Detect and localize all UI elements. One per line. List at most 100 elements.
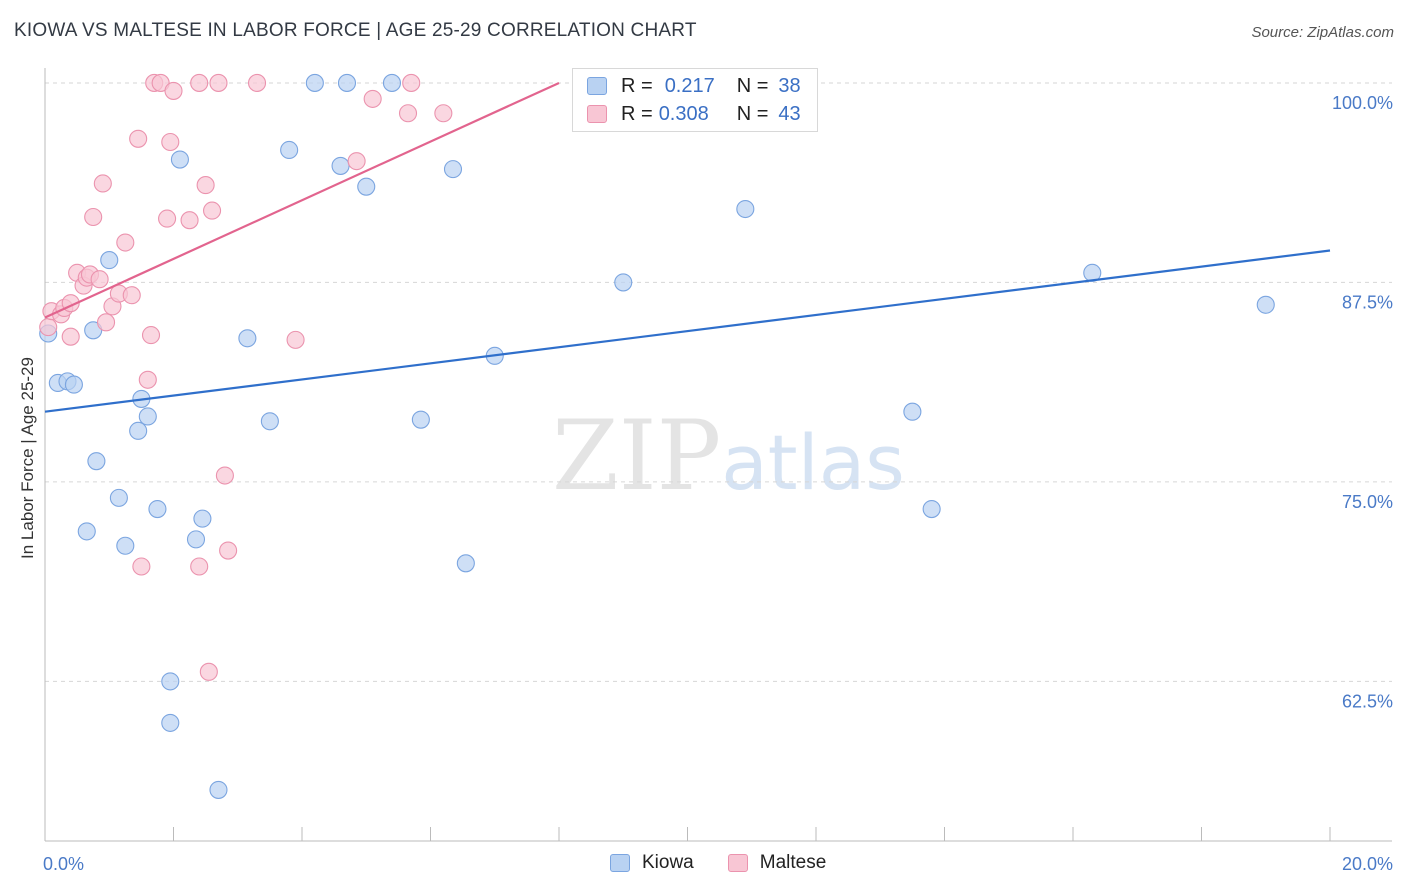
legend-r-value: 0.308 bbox=[658, 102, 709, 125]
kiowa-swatch bbox=[587, 77, 607, 95]
maltese-point bbox=[286, 330, 305, 349]
legend-n-label: N = bbox=[736, 74, 769, 97]
kiowa-point bbox=[382, 73, 402, 92]
kiowa-point bbox=[238, 329, 257, 348]
maltese-trend-line bbox=[44, 81, 560, 319]
kiowa-point bbox=[357, 177, 376, 196]
kiowa-point bbox=[331, 156, 350, 175]
kiowa-point bbox=[337, 73, 357, 92]
maltese-point bbox=[190, 73, 209, 92]
maltese-point bbox=[203, 201, 222, 220]
kiowa-point bbox=[411, 410, 430, 429]
legend-row-maltese: R = 0.308 N = 43 bbox=[587, 101, 801, 127]
x-tick-label: 0.0% bbox=[43, 854, 84, 874]
kiowa-point bbox=[138, 407, 157, 426]
legend-n-label: N = bbox=[736, 102, 769, 125]
kiowa-point bbox=[209, 780, 228, 799]
legend-row-kiowa: R = 0.217 N = 38 bbox=[587, 73, 801, 99]
maltese-legend-swatch bbox=[727, 854, 748, 872]
legend-r-value: 0.217 bbox=[664, 74, 715, 97]
maltese-swatch bbox=[587, 105, 607, 123]
kiowa-legend-label: Kiowa bbox=[642, 852, 694, 873]
kiowa-point bbox=[922, 499, 941, 519]
maltese-point bbox=[122, 286, 141, 305]
kiowa-point bbox=[100, 251, 119, 270]
maltese-point bbox=[164, 81, 183, 100]
legend-n-value: 43 bbox=[778, 102, 801, 125]
y-tick-label: 100.0% bbox=[1332, 93, 1393, 113]
maltese-point bbox=[190, 557, 209, 576]
maltese-point bbox=[84, 207, 103, 227]
y-axis-label: In Labor Force | Age 25-29 bbox=[18, 357, 37, 559]
maltese-point bbox=[199, 662, 218, 681]
trend-lines bbox=[44, 81, 1331, 413]
maltese-point bbox=[96, 313, 116, 332]
maltese-point bbox=[347, 152, 366, 171]
maltese-point bbox=[363, 89, 382, 108]
watermark-atlas: atlas bbox=[721, 418, 905, 507]
maltese-point bbox=[247, 73, 267, 92]
maltese-point bbox=[90, 270, 109, 289]
kiowa-trend-line bbox=[44, 249, 1331, 413]
watermark: ZIPatlas bbox=[552, 400, 905, 512]
maltese-point bbox=[219, 541, 238, 560]
maltese-point bbox=[161, 132, 180, 152]
kiowa-point bbox=[148, 499, 167, 519]
kiowa-point bbox=[443, 160, 463, 179]
maltese-point bbox=[116, 233, 135, 252]
maltese-legend-label: Maltese bbox=[759, 852, 827, 873]
maltese-point bbox=[434, 104, 453, 123]
kiowa-point bbox=[64, 375, 83, 394]
grid-lines bbox=[45, 82, 1392, 682]
watermark-zip: ZIP bbox=[552, 400, 722, 512]
chart-title: KIOWA VS MALTESE IN LABOR FORCE | AGE 25… bbox=[14, 20, 697, 41]
kiowa-point bbox=[161, 713, 180, 732]
legend-n-value: 38 bbox=[778, 74, 801, 97]
legend-r-label: R = bbox=[621, 74, 653, 97]
legend-r-label: R = bbox=[621, 102, 653, 125]
y-tick-label: 75.0% bbox=[1342, 492, 1393, 512]
maltese-point bbox=[61, 327, 80, 346]
kiowa-point bbox=[280, 140, 299, 160]
kiowa-point bbox=[109, 488, 128, 507]
x-tick-label: 20.0% bbox=[1342, 854, 1393, 874]
kiowa-point bbox=[170, 150, 189, 169]
maltese-point bbox=[39, 318, 58, 337]
maltese-point bbox=[196, 176, 215, 195]
maltese-point bbox=[93, 174, 112, 193]
kiowa-point bbox=[161, 672, 180, 691]
maltese-point bbox=[402, 73, 421, 92]
y-tick-label: 62.5% bbox=[1342, 691, 1393, 711]
series-legend: Kiowa Maltese bbox=[610, 852, 826, 874]
maltese-point bbox=[138, 370, 157, 389]
maltese-point bbox=[158, 209, 177, 228]
maltese-point bbox=[215, 466, 234, 485]
kiowa-point bbox=[456, 554, 475, 573]
maltese-point bbox=[129, 129, 148, 148]
correlation-legend: R = 0.217 N = 38 R = 0.308 N = 43 bbox=[572, 68, 818, 132]
kiowa-point bbox=[1256, 295, 1275, 314]
kiowa-point bbox=[77, 522, 96, 541]
maltese-point bbox=[151, 73, 170, 92]
kiowa-point bbox=[116, 536, 135, 555]
maltese-point bbox=[132, 557, 151, 576]
kiowa-point bbox=[84, 321, 103, 340]
kiowa-point bbox=[186, 530, 206, 549]
source-label: Source: ZipAtlas.com bbox=[1251, 24, 1394, 41]
axis-labels: 62.5% 75.0% 87.5% 100.0% 0.0% 20.0% In Labor F… bbox=[18, 93, 1393, 874]
kiowa-point bbox=[87, 452, 106, 471]
axes bbox=[44, 68, 1392, 842]
maltese-point bbox=[180, 211, 199, 230]
kiowa-point bbox=[305, 73, 324, 92]
maltese-point bbox=[141, 326, 161, 345]
y-tick-label: 87.5% bbox=[1342, 292, 1393, 312]
kiowa-point bbox=[903, 402, 922, 421]
kiowa-legend-swatch bbox=[610, 854, 630, 872]
kiowa-point bbox=[193, 509, 212, 528]
maltese-point bbox=[209, 73, 228, 92]
maltese-point bbox=[398, 104, 418, 123]
data-points bbox=[39, 73, 1275, 799]
kiowa-point bbox=[129, 421, 148, 440]
kiowa-point bbox=[614, 273, 633, 292]
